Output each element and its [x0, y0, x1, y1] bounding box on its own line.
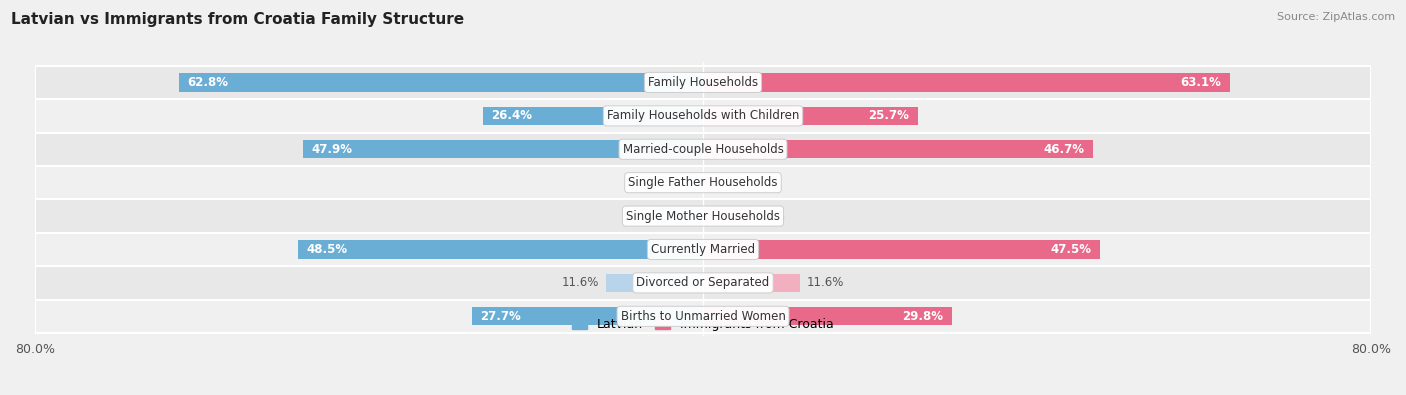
- Text: 48.5%: 48.5%: [307, 243, 347, 256]
- Bar: [35, 99, 1371, 133]
- Text: 46.7%: 46.7%: [1043, 143, 1084, 156]
- Text: 11.6%: 11.6%: [562, 276, 599, 290]
- Bar: [35, 199, 1371, 233]
- Bar: [703, 307, 952, 325]
- Text: 25.7%: 25.7%: [869, 109, 910, 122]
- Bar: [179, 73, 703, 92]
- Text: 47.9%: 47.9%: [311, 143, 353, 156]
- Text: 11.6%: 11.6%: [807, 276, 844, 290]
- Text: Divorced or Separated: Divorced or Separated: [637, 276, 769, 290]
- Text: 62.8%: 62.8%: [187, 76, 228, 89]
- Bar: [471, 307, 703, 325]
- Text: Single Father Households: Single Father Households: [628, 176, 778, 189]
- Text: 26.4%: 26.4%: [491, 109, 531, 122]
- Bar: [482, 107, 703, 125]
- Bar: [703, 73, 1230, 92]
- Bar: [35, 233, 1371, 266]
- Bar: [35, 133, 1371, 166]
- Bar: [304, 140, 703, 158]
- Bar: [35, 66, 1371, 99]
- Text: Births to Unmarried Women: Births to Unmarried Women: [620, 310, 786, 323]
- Text: 2.0%: 2.0%: [727, 176, 756, 189]
- Text: Family Households: Family Households: [648, 76, 758, 89]
- Text: 5.4%: 5.4%: [755, 210, 785, 222]
- Text: 29.8%: 29.8%: [903, 310, 943, 323]
- Bar: [703, 173, 720, 192]
- Text: Family Households with Children: Family Households with Children: [607, 109, 799, 122]
- Bar: [703, 207, 748, 225]
- Text: 5.3%: 5.3%: [623, 210, 652, 222]
- Bar: [35, 299, 1371, 333]
- Bar: [35, 266, 1371, 299]
- Bar: [606, 274, 703, 292]
- Bar: [35, 166, 1371, 199]
- Bar: [659, 207, 703, 225]
- Legend: Latvian, Immigrants from Croatia: Latvian, Immigrants from Croatia: [567, 312, 839, 336]
- Bar: [703, 140, 1092, 158]
- Bar: [703, 274, 800, 292]
- Text: Single Mother Households: Single Mother Households: [626, 210, 780, 222]
- Bar: [298, 240, 703, 259]
- Text: Currently Married: Currently Married: [651, 243, 755, 256]
- Text: Latvian vs Immigrants from Croatia Family Structure: Latvian vs Immigrants from Croatia Famil…: [11, 12, 464, 27]
- Text: Source: ZipAtlas.com: Source: ZipAtlas.com: [1277, 12, 1395, 22]
- Bar: [703, 240, 1099, 259]
- Bar: [703, 107, 918, 125]
- Text: 47.5%: 47.5%: [1050, 243, 1091, 256]
- Text: 63.1%: 63.1%: [1181, 76, 1222, 89]
- Text: Married-couple Households: Married-couple Households: [623, 143, 783, 156]
- Text: 2.0%: 2.0%: [650, 176, 679, 189]
- Text: 27.7%: 27.7%: [479, 310, 520, 323]
- Bar: [686, 173, 703, 192]
